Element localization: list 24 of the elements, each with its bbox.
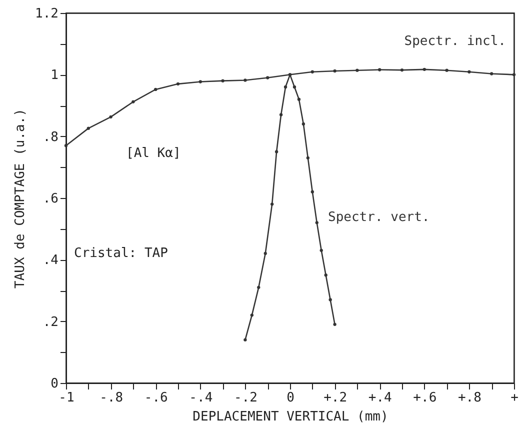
x-axis-title: DEPLACEMENT VERTICAL (mm)	[192, 410, 388, 424]
x-tick-label: -1	[58, 390, 74, 406]
annotation: Cristal: TAP	[74, 246, 168, 261]
x-tick-label: +	[510, 390, 519, 406]
x-tick-label: +.8	[458, 390, 482, 406]
series-label: Spectr. vert.	[328, 210, 430, 225]
x-tick-label: -.2	[234, 390, 258, 406]
y-tick-label: 1.2	[35, 6, 58, 22]
x-tick-label: +.6	[413, 390, 437, 406]
y-tick-label: 1	[50, 68, 58, 84]
x-tick-label: -.8	[100, 390, 124, 406]
y-tick-label: .6	[42, 192, 58, 206]
x-tick-label: +.4	[368, 390, 392, 406]
y-tick-label: .4	[42, 253, 59, 268]
x-tick-label: 0	[286, 390, 294, 406]
x-tick-label: -.6	[144, 390, 168, 406]
x-tick-label: -.4	[189, 390, 213, 406]
y-tick-label: .8	[42, 130, 58, 145]
y-tick-label: .2	[42, 314, 58, 330]
y-tick-label: 0	[50, 376, 58, 392]
x-tick-label: +.2	[324, 390, 348, 406]
series-label: Spectr. incl.	[404, 34, 506, 49]
y-axis-title: TAUX de COMPTAGE (u.a.)	[13, 108, 28, 289]
annotation: [Al Kα]	[126, 146, 181, 161]
